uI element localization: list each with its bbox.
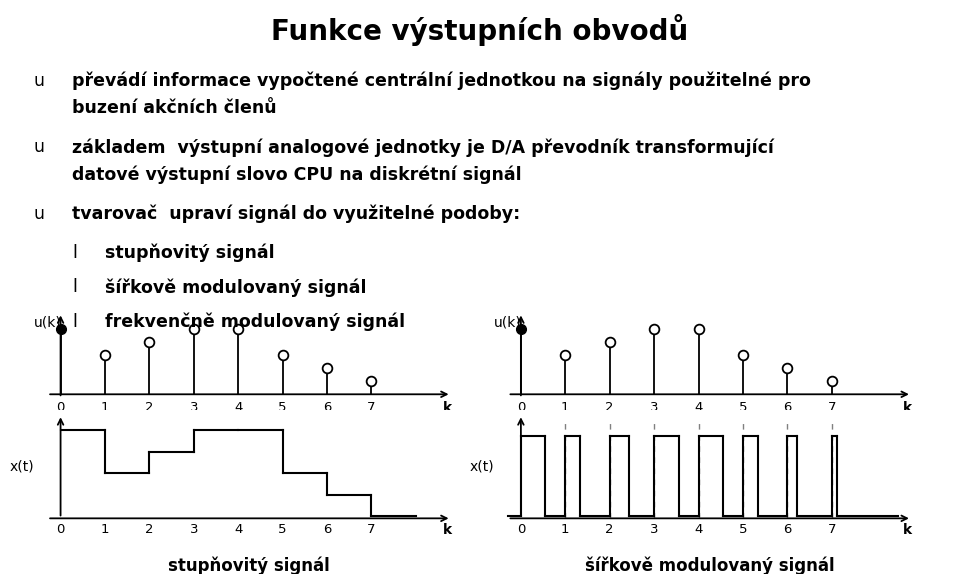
- Text: 2: 2: [145, 523, 153, 536]
- Text: k: k: [902, 523, 912, 537]
- Text: u(k): u(k): [34, 315, 61, 329]
- Text: 3: 3: [650, 523, 659, 536]
- Text: 5: 5: [738, 401, 747, 414]
- Text: x(t): x(t): [10, 459, 34, 474]
- Text: 1: 1: [101, 523, 109, 536]
- Text: základem  výstupní analogové jednotky je D/A převodník transformující: základem výstupní analogové jednotky je …: [72, 138, 774, 157]
- Text: 1: 1: [101, 401, 109, 414]
- Text: 1: 1: [561, 523, 570, 536]
- Text: šířkově modulovaný signál: šířkově modulovaný signál: [585, 557, 834, 574]
- Text: 6: 6: [784, 523, 791, 536]
- Text: l: l: [72, 313, 77, 331]
- Text: stupňovitý signál: stupňovitý signál: [169, 557, 330, 574]
- Text: buzení akčních členů: buzení akčních členů: [72, 99, 276, 117]
- Text: šířkově modulovaný signál: šířkově modulovaný signál: [105, 278, 367, 297]
- Text: 3: 3: [650, 401, 659, 414]
- Text: tvarovač  upraví signál do využitelné podoby:: tvarovač upraví signál do využitelné pod…: [72, 205, 520, 223]
- Text: k: k: [442, 523, 452, 537]
- Text: 7: 7: [367, 401, 376, 414]
- Text: datové výstupní slovo CPU na diskrétní signál: datové výstupní slovo CPU na diskrétní s…: [72, 166, 522, 184]
- Text: stupňovitý signál: stupňovitý signál: [105, 244, 275, 262]
- Text: k: k: [442, 401, 452, 415]
- Text: 0: 0: [517, 401, 526, 414]
- Text: u(k): u(k): [494, 315, 522, 329]
- Text: 7: 7: [828, 401, 836, 414]
- Text: převádí informace vypočtené centrální jednotkou na signály použitelné pro: převádí informace vypočtené centrální je…: [72, 72, 810, 90]
- Text: 3: 3: [190, 401, 199, 414]
- Text: 4: 4: [234, 523, 243, 536]
- Text: 4: 4: [234, 401, 243, 414]
- Text: 6: 6: [323, 401, 331, 414]
- Text: 2: 2: [605, 523, 614, 536]
- Text: 0: 0: [57, 523, 65, 536]
- Text: 7: 7: [367, 523, 376, 536]
- Text: 5: 5: [278, 523, 287, 536]
- Text: 6: 6: [323, 523, 331, 536]
- Text: 7: 7: [828, 523, 836, 536]
- Text: 1: 1: [561, 401, 570, 414]
- Text: 3: 3: [190, 523, 199, 536]
- Text: l: l: [72, 244, 77, 262]
- Text: u: u: [34, 205, 44, 223]
- Text: l: l: [72, 278, 77, 296]
- Text: 4: 4: [694, 523, 703, 536]
- Text: Funkce výstupních obvodů: Funkce výstupních obvodů: [270, 14, 689, 46]
- Text: 2: 2: [605, 401, 614, 414]
- Text: 2: 2: [145, 401, 153, 414]
- Text: 0: 0: [57, 401, 65, 414]
- Text: frekvenčně modulovaný signál: frekvenčně modulovaný signál: [105, 313, 406, 331]
- Text: k: k: [902, 401, 912, 415]
- Text: 6: 6: [784, 401, 791, 414]
- Text: 4: 4: [694, 401, 703, 414]
- Text: u: u: [34, 72, 44, 90]
- Text: 5: 5: [738, 523, 747, 536]
- Text: u: u: [34, 138, 44, 156]
- Text: x(t): x(t): [470, 459, 494, 474]
- Text: 0: 0: [517, 523, 526, 536]
- Text: 5: 5: [278, 401, 287, 414]
